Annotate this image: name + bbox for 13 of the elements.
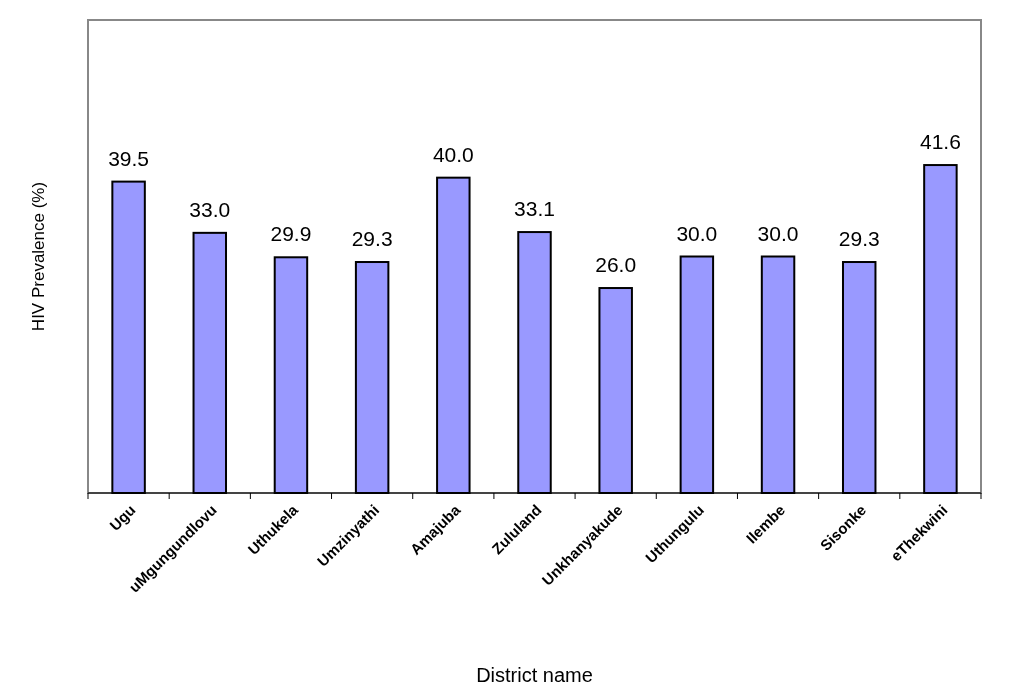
data-label: 40.0 bbox=[432, 142, 474, 166]
data-label: 26.0 bbox=[595, 253, 637, 277]
data-label: 39.5 bbox=[108, 146, 150, 170]
data-label: 30.0 bbox=[676, 221, 718, 245]
x-axis-title: District name bbox=[476, 664, 593, 686]
data-label: 41.6 bbox=[919, 130, 961, 154]
y-axis-title: HIV Prevalence (%) bbox=[29, 181, 48, 332]
data-label: 30.0 bbox=[757, 221, 799, 245]
data-label: 29.3 bbox=[838, 227, 880, 251]
data-label: 33.1 bbox=[514, 197, 555, 221]
data-label: 29.9 bbox=[270, 222, 312, 246]
data-label: 33.0 bbox=[189, 197, 231, 221]
data-label: 29.3 bbox=[351, 227, 393, 251]
